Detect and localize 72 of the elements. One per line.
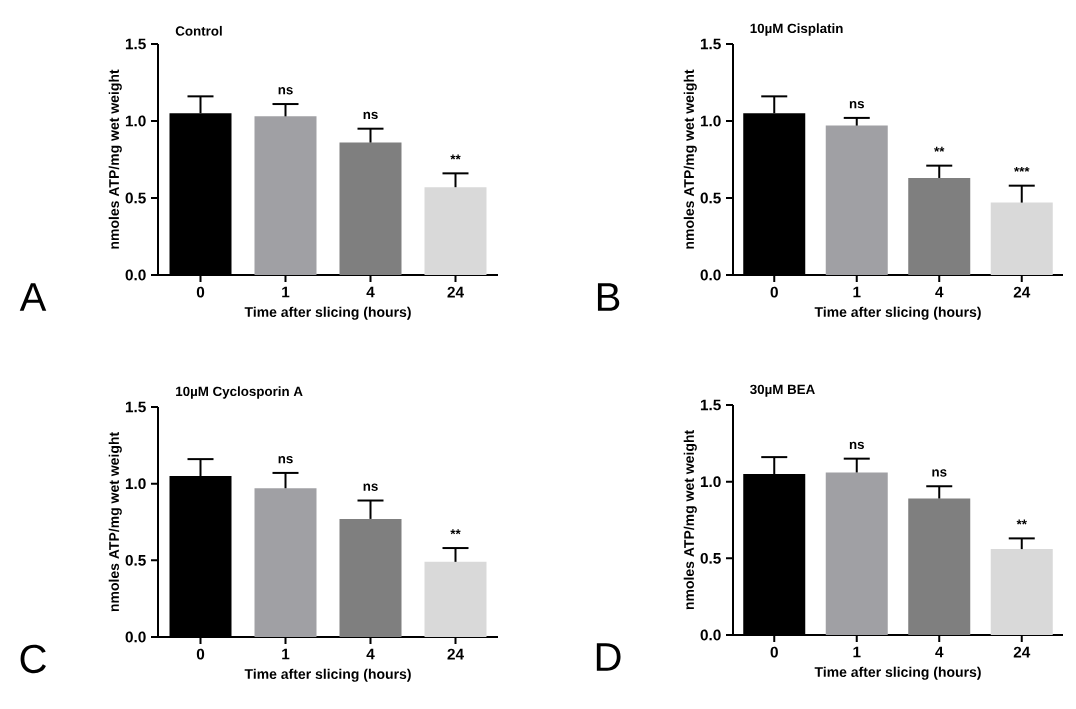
data-label: ns [363,483,378,491]
x-tick-label: 1 [853,286,861,298]
x-tick-label: 0 [196,648,205,660]
chart-title: 30µM BEA [750,384,815,397]
data-label: ns [849,441,864,450]
bar [990,202,1053,275]
data-label: ** [934,146,945,152]
y-axis-title: nmoles ATP/mg wet weight [108,69,122,249]
bar [908,177,971,275]
y-axis-title: nmoles ATP/mg wet weight [683,69,697,249]
x-axis-title: Time after slicing (hours) [244,668,411,682]
data-label: ** [1016,519,1027,525]
y-tick-label: 1.0 [125,478,146,490]
bar [990,549,1053,635]
x-tick-label: 24 [1013,286,1031,298]
data-label: ns [278,456,293,464]
y-axis-title: nmoles ATP/mg wet weight [108,432,122,612]
x-tick-label: 24 [1013,646,1031,658]
data-label: ns [363,111,378,120]
y-tick-label: 0.0 [125,269,146,281]
y-tick-label: 1.0 [125,115,146,127]
x-tick-label: 1 [282,648,290,660]
chart-title: Control [175,25,222,36]
data-label: *** [1014,166,1030,172]
data-label: ** [450,529,461,535]
x-tick-label: 24 [447,648,464,660]
bar [825,472,888,635]
bar [339,518,402,637]
data-label: ns [849,100,864,109]
x-tick-label: 4 [366,286,375,298]
x-axis-title: Time after slicing (hours) [814,666,981,680]
y-tick-label: 1.5 [700,38,721,50]
data-label: ns [278,87,293,95]
x-tick-label: 24 [447,286,464,298]
text: D [596,643,621,671]
y-tick-label: 1.0 [700,476,721,488]
y-tick-label: 1.5 [125,38,146,50]
bar [424,561,487,637]
y-tick-label: 0.0 [125,631,146,643]
x-tick-label: 4 [366,648,375,660]
y-tick-label: 1.5 [125,401,146,413]
x-tick-label: 0 [770,646,778,658]
y-tick-label: 0.5 [700,192,721,204]
y-axis-title: nmoles ATP/mg wet weight [683,430,697,610]
text: B [597,283,620,311]
y-tick-label: 0.5 [700,552,721,564]
y-tick-label: 1.5 [700,399,721,411]
y-tick-label: 1.0 [700,115,721,127]
chart-title: 10µM Cisplatin [750,23,843,36]
x-tick-label: 0 [196,286,205,298]
y-tick-label: 0.0 [700,269,721,281]
bar [424,187,487,275]
bar [908,498,971,635]
data-label: ns [932,469,947,477]
x-tick-label: 4 [935,286,944,298]
text: C [20,644,46,674]
chart-title: 10µM Cyclosporin A [176,386,303,399]
bar [254,116,317,275]
data-label: ** [450,154,461,160]
text: A [19,283,47,311]
x-axis-title: Time after slicing (hours) [244,306,411,320]
x-tick-label: 0 [770,286,778,298]
x-axis-title: Time after slicing (hours) [814,306,981,320]
bar [254,488,317,637]
y-tick-label: 0.0 [700,629,721,641]
x-tick-label: 1 [853,646,861,658]
bar [825,125,888,275]
bar [339,142,402,275]
y-tick-label: 0.5 [125,554,146,566]
x-tick-label: 4 [935,646,944,658]
y-tick-label: 0.5 [125,192,146,204]
x-tick-label: 1 [282,286,290,298]
